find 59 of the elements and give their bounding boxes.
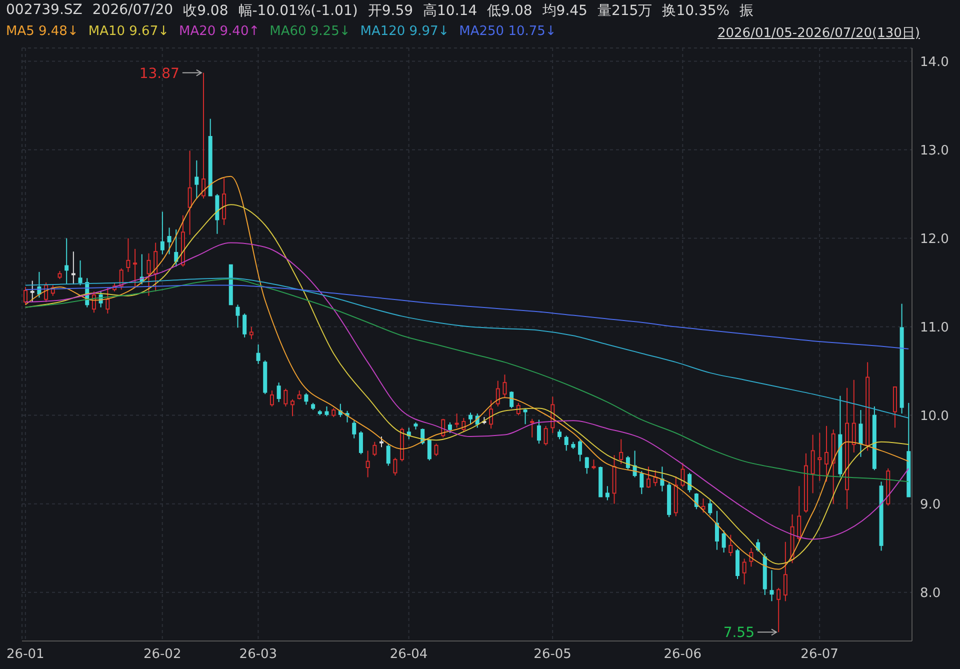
candlestick: [167, 227, 172, 255]
y-tick-label: 13.0: [920, 143, 949, 158]
candlestick: [818, 432, 822, 482]
candlestick: [824, 425, 829, 482]
candlestick: [605, 486, 610, 501]
text: MA250 10.75↓: [459, 24, 556, 41]
line-series: [24, 284, 910, 350]
text: 量215万: [597, 2, 652, 21]
text: 幅-10.01%(-1.01): [238, 2, 358, 21]
candlestick: [770, 570, 774, 602]
y-tick-label: 10.0: [920, 408, 949, 424]
x-tick-label: 26-06: [664, 647, 702, 662]
candlestick: [845, 387, 850, 510]
candlestick: [236, 304, 240, 328]
y-tick-label: 9.0: [920, 497, 941, 512]
x-tick-label: 26-04: [390, 647, 428, 662]
x-tick-label: 26-07: [800, 647, 838, 662]
text: 高10.14: [423, 2, 478, 21]
x-tick-label: 26-03: [239, 647, 278, 662]
candlestick: [194, 160, 199, 199]
candlestick: [858, 409, 863, 458]
text: MA120 9.97↓: [360, 24, 450, 41]
text: MA20 9.40↑: [178, 24, 260, 41]
line-series: [24, 278, 910, 418]
candlestick: [146, 252, 151, 296]
text: 002739.SZ: [6, 2, 82, 20]
text: 2026/01/05-2026/07/20(130日): [717, 25, 920, 43]
candlestick: [30, 280, 34, 303]
annotation: 7.55: [723, 625, 754, 642]
y-tick-label: 11.0: [920, 320, 949, 336]
annotation: 13.87: [139, 66, 180, 82]
y-tick-label: 12.0: [920, 232, 949, 247]
y-tick-label: 14.0: [920, 54, 949, 70]
text: 收9.08: [183, 2, 228, 21]
text: 开9.59: [368, 2, 414, 21]
text: MA5 9.48↓: [6, 24, 78, 41]
x-tick-label: 26-01: [6, 647, 44, 662]
x-tick-label: 26-02: [143, 647, 182, 662]
candlestick: [612, 454, 616, 504]
candlestick: [64, 238, 69, 285]
candlestick: [71, 251, 76, 285]
candlestick: [852, 379, 856, 453]
text: 2026/07/20: [92, 2, 174, 20]
candlestick: [154, 242, 158, 292]
text: 换10.35%: [662, 2, 730, 21]
candlestick: [714, 510, 719, 550]
line-series: [24, 242, 910, 540]
text: 均9.45: [542, 2, 588, 21]
text: 振: [740, 2, 754, 21]
text: MA60 9.25↓: [270, 24, 350, 41]
x-tick-label: 26-05: [534, 647, 572, 662]
y-tick-label: 8.0: [920, 586, 941, 601]
candlestick: [188, 150, 192, 236]
text: MA10 9.67↓: [88, 24, 169, 41]
line-series: [24, 278, 910, 482]
candlestick: [133, 248, 138, 288]
candlestick: [366, 450, 370, 478]
text: 低9.08: [487, 2, 532, 21]
candlestick: [810, 434, 815, 494]
